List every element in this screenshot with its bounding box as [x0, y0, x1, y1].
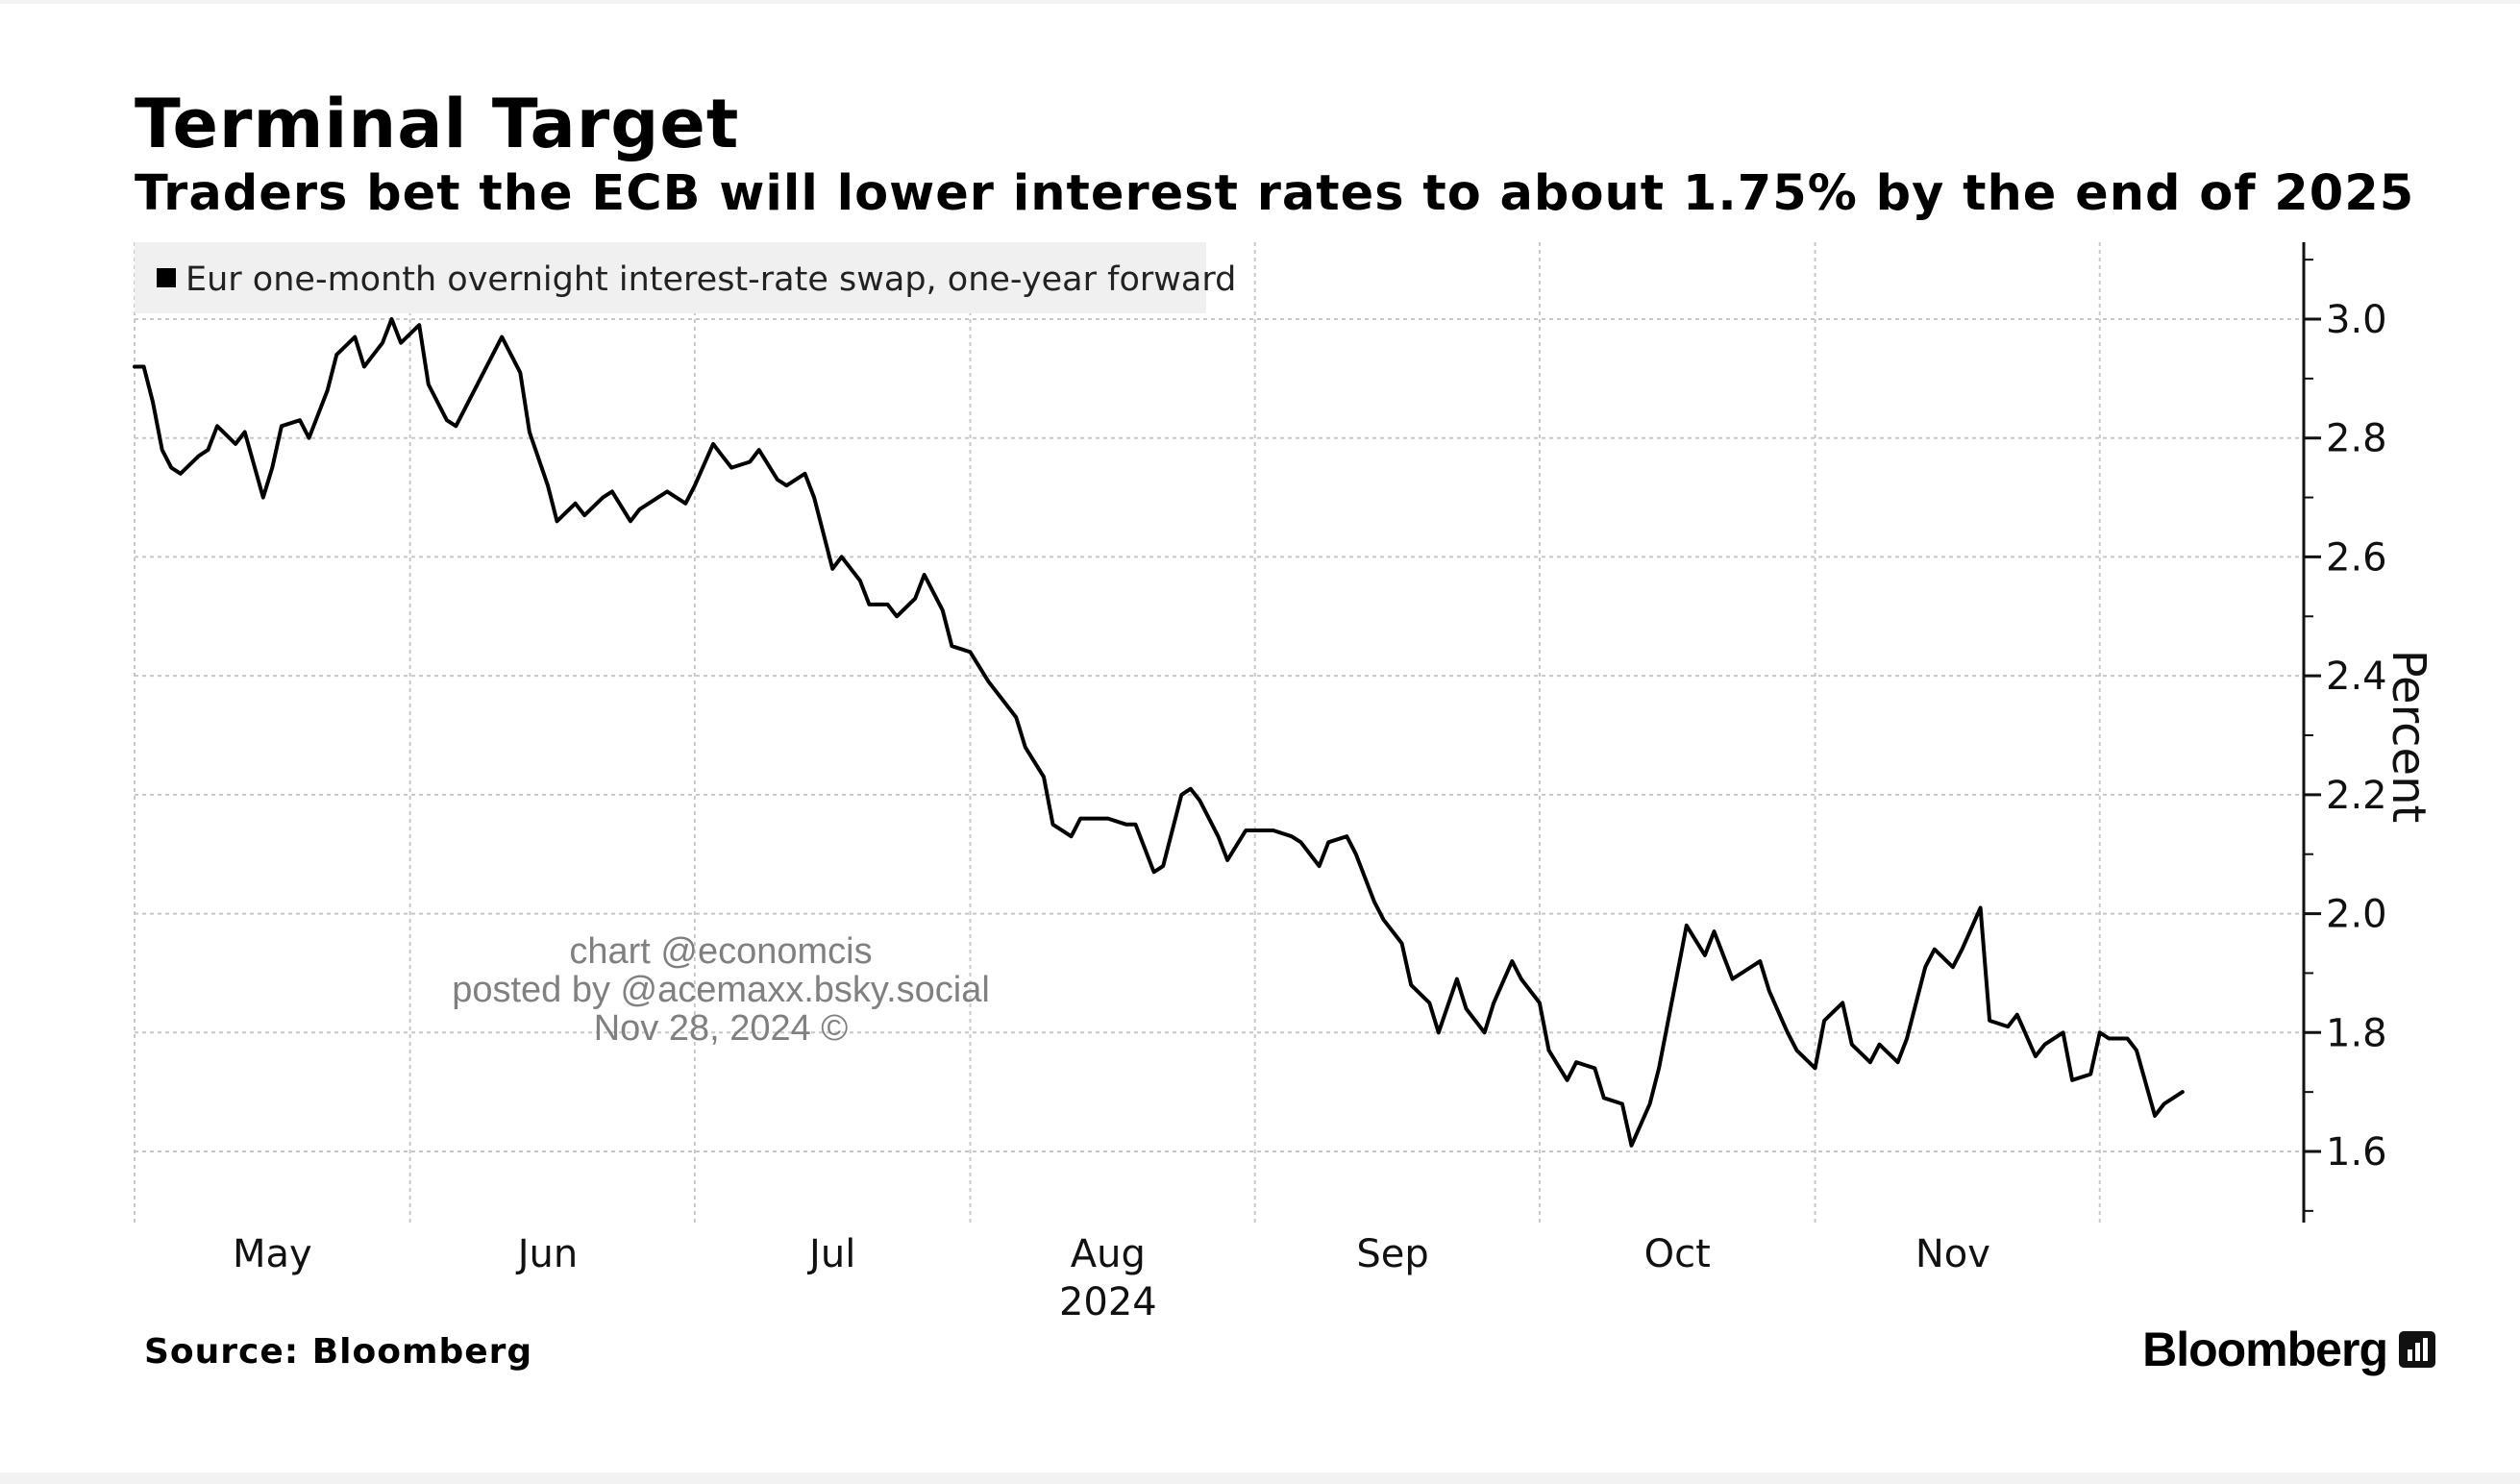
x-tick-label: Aug	[1071, 1232, 1146, 1276]
series-lines	[133, 317, 2185, 1148]
chart-title: Terminal Target	[135, 85, 740, 163]
y-tick-label: 2.4	[2326, 655, 2387, 699]
legend: Eur one-month overnight interest-rate sw…	[135, 242, 1236, 313]
brand: Bloomberg	[2142, 1322, 2435, 1377]
watermark: chart @economcis posted by @acemaxx.bsky…	[432, 932, 1009, 1048]
x-tick-label: Jun	[515, 1232, 579, 1276]
x-tick-label: May	[233, 1232, 312, 1276]
x-tick-label: Sep	[1356, 1232, 1428, 1276]
x-tick-label: Nov	[1915, 1232, 1990, 1276]
y-axis-label: Percent	[2382, 650, 2435, 824]
y-tick-label: 2.8	[2326, 417, 2387, 461]
watermark-line-3: Nov 28, 2024 ©	[593, 1008, 849, 1049]
y-tick-label: 2.6	[2326, 535, 2387, 580]
y-tick-label: 1.6	[2326, 1130, 2387, 1175]
legend-swatch	[157, 268, 176, 287]
y-tick-label: 1.8	[2326, 1011, 2387, 1055]
brand-name: Bloomberg	[2142, 1323, 2388, 1376]
bloomberg-logo-icon	[2399, 1331, 2435, 1368]
y-axis: 1.6 1.8 2.0 2.2 2.4 2.6 2.8 3.0	[2302, 242, 2387, 1223]
series-line	[133, 317, 2185, 1148]
y-tick-label: 2.2	[2326, 774, 2387, 818]
source-note: Source: Bloomberg	[144, 1332, 533, 1372]
watermark-line-1: chart @economcis	[569, 931, 873, 972]
chart-subtitle: Traders bet the ECB will lower interest …	[135, 165, 2415, 222]
x-tick-label: Oct	[1644, 1232, 1711, 1276]
legend-label: Eur one-month overnight interest-rate sw…	[185, 260, 1236, 299]
legend-background	[135, 242, 1206, 313]
y-tick-label: 2.0	[2326, 893, 2387, 937]
grid-lines	[134, 242, 2302, 1223]
frame-bottom-border	[0, 1472, 2520, 1484]
x-axis-labels: May Jun Jul Aug Sep Oct Nov	[233, 1232, 1990, 1276]
x-axis-year-label: 2024	[1059, 1280, 1157, 1324]
watermark-line-2: posted by @acemaxx.bsky.social	[452, 970, 990, 1010]
x-tick-label: Jul	[806, 1232, 855, 1276]
y-tick-label: 3.0	[2326, 298, 2387, 342]
frame-top-border	[0, 0, 2520, 4]
